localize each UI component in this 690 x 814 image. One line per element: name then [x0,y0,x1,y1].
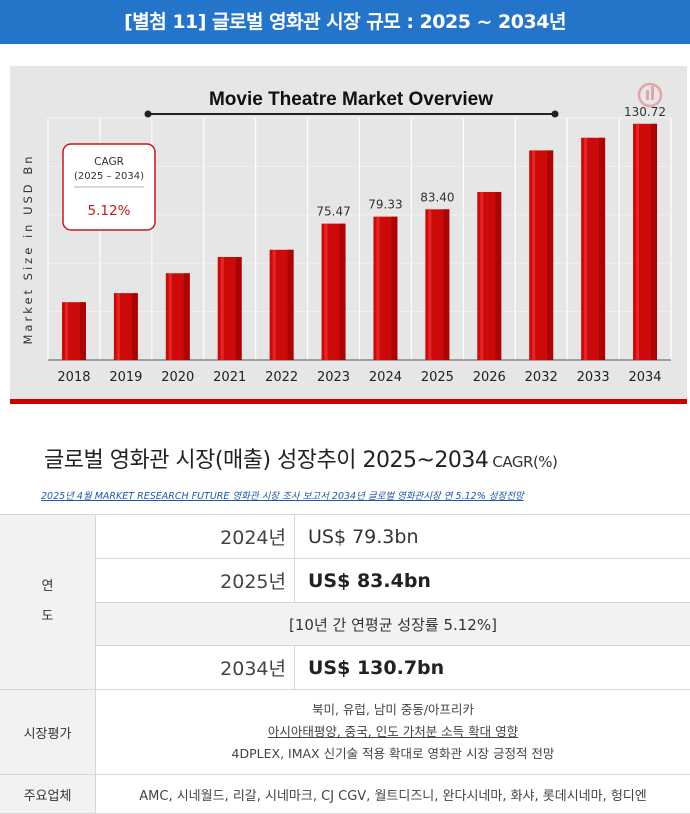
x-tick-label: 2026 [473,370,506,385]
source-link[interactable]: 2025년 4월 MARKET RESEARCH FUTURE 영화관 시장 조… [41,488,524,502]
bar-highlight [169,273,172,360]
title-line-dot [145,111,152,118]
cagr-label: CAGR [94,156,124,168]
market-eval-cell: 북미, 유럽, 남미 중동/아프리카 아시아태평양, 중국, 인도 가처분 소득… [96,690,690,775]
companies-header: 주요업체 [0,775,96,814]
bar-shade [288,250,294,360]
x-tick-label: 2034 [628,370,661,385]
y-axis-label: Market Size in USD Bn [21,154,35,345]
page-banner: [별첨 11] 글로벌 영화관 시장 규모 : 2025 ~ 2034년 [0,0,690,44]
bar-highlight [65,302,68,360]
table-row: [10년 간 연평균 성장률 5.12%] [0,603,690,646]
title-line-dot [552,111,559,118]
bar-highlight [117,293,120,360]
bar-shade [599,138,605,360]
bar-highlight [376,217,379,360]
section-title-text: 글로벌 영화관 시장(매출) 성장추이 2025~2034 [44,448,488,473]
chart-title: Movie Theatre Market Overview [209,89,493,110]
x-tick-label: 2021 [213,370,246,385]
market-bar-chart: Movie Theatre Market Overview Market Size… [10,66,687,399]
bar-shade [391,217,397,360]
bar-shade [340,224,346,360]
bar-highlight [325,224,328,360]
market-eval-line: 북미, 유럽, 남미 중동/아프리카 [96,699,690,721]
x-tick-label: 2032 [525,370,558,385]
year-header-char-2: 도 [42,602,54,632]
cagr-value: 5.12% [88,203,131,219]
companies-cell: AMC, 시네월드, 리갈, 시네마크, CJ CGV, 월트디즈니, 완다시네… [96,775,690,814]
bar-highlight [428,209,431,360]
growth-note: [10년 간 연평균 성장률 5.12%] [96,603,690,646]
x-tick-label: 2022 [265,370,298,385]
watermark-logo-icon [646,90,649,100]
value-cell: US$ 79.3bn [295,515,690,559]
x-tick-label: 2023 [317,370,350,385]
table-row: 2025년 US$ 83.4bn [0,559,690,603]
x-tick-label: 2033 [577,370,610,385]
chart-image: Movie Theatre Market Overview Market Size… [10,66,687,404]
year-cell: 2025년 [96,559,295,603]
cagr-period: (2025 – 2034) [74,171,144,182]
section-title-unit: CAGR(%) [492,453,557,471]
bar-shade [651,124,657,360]
table-row: 2034년 US$ 130.7bn [0,646,690,690]
year-header-char-1: 연 [42,572,54,602]
x-tick-label: 2019 [109,370,142,385]
bar-shade [80,302,86,360]
table-row: 주요업체 AMC, 시네월드, 리갈, 시네마크, CJ CGV, 월트디즈니,… [0,775,690,814]
table-row: 시장평가 북미, 유럽, 남미 중동/아프리카 아시아태평양, 중국, 인도 가… [0,690,690,775]
market-eval-line: 4DPLEX, IMAX 신기술 적용 확대로 영화관 시장 긍정적 전망 [96,743,690,765]
year-header-cell: 연 도 [0,515,96,690]
x-tick-label: 2018 [57,370,90,385]
bar-shade [236,257,242,360]
bar-highlight [584,138,587,360]
bar-highlight [532,150,535,360]
x-tick-label: 2025 [421,370,454,385]
bar-shade [547,150,553,360]
data-label: 75.47 [316,205,350,219]
market-eval-line: 아시아태평양, 중국, 인도 가처분 소득 확대 영향 [96,721,690,743]
value-cell: US$ 130.7bn [295,646,690,690]
data-label: 79.33 [368,198,402,212]
bar-shade [184,273,190,360]
data-label: 130.72 [624,105,666,119]
watermark-logo-icon [651,86,654,100]
bar-shade [443,209,449,360]
data-label: 83.40 [420,190,454,204]
x-tick-label: 2024 [369,370,402,385]
bar-shade [495,192,501,360]
x-tick-label: 2020 [161,370,194,385]
bar-highlight [273,250,276,360]
table-row: 연 도 2024년 US$ 79.3bn [0,515,690,559]
year-cell: 2024년 [96,515,295,559]
bar-highlight [221,257,224,360]
market-table: 연 도 2024년 US$ 79.3bn 2025년 US$ 83.4bn [1… [0,514,690,814]
year-cell: 2034년 [96,646,295,690]
market-eval-header: 시장평가 [0,690,96,775]
bar-highlight [480,192,483,360]
bar-highlight [636,124,639,360]
value-cell: US$ 83.4bn [295,559,690,603]
bar-shade [132,293,138,360]
